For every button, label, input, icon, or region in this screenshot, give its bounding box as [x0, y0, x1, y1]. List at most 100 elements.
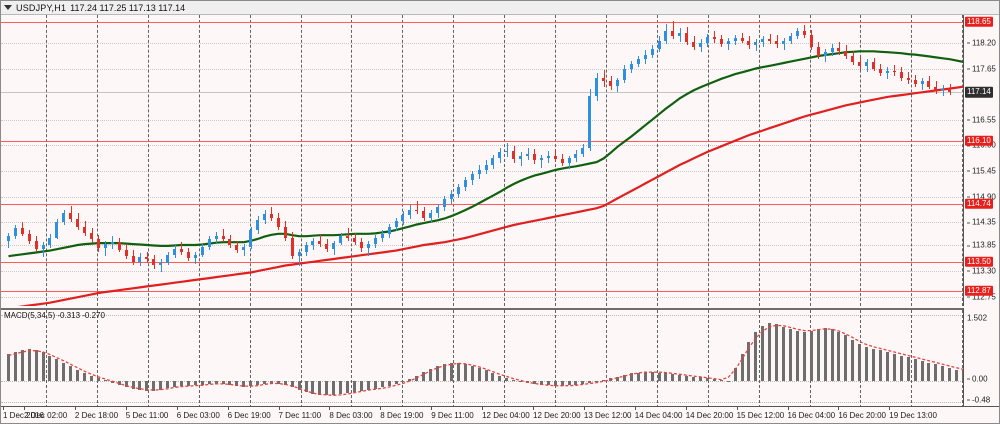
- macd-bar: [775, 324, 779, 381]
- time-gridline: [656, 310, 658, 408]
- candle-body: [927, 81, 931, 88]
- macd-bar: [602, 380, 606, 381]
- candle-body: [325, 244, 329, 249]
- macd-tick-label: 0.00: [972, 374, 988, 384]
- macd-bar: [719, 380, 723, 381]
- candle-body: [436, 206, 440, 213]
- candle-wick: [416, 201, 418, 215]
- chevron-down-icon[interactable]: [4, 5, 12, 10]
- macd-axis[interactable]: 1.502 0.00 -0.48: [963, 308, 999, 406]
- candle-body: [685, 32, 689, 42]
- time-tick-label: 6 Dec 19:00: [227, 411, 271, 420]
- candle-body: [588, 96, 592, 148]
- macd-pane[interactable]: MACD(5,34,5) -0.313 -0.270: [1, 308, 963, 408]
- time-axis-tick: 2 Dec 02:00: [24, 406, 67, 420]
- candle-body: [131, 256, 135, 262]
- macd-bar: [41, 352, 45, 381]
- time-axis[interactable]: 1 Dec 2016 2 Dec 02:00 2 Dec 18:00 5 Dec 11…: [1, 406, 999, 423]
- macd-bar: [920, 360, 924, 381]
- time-gridline: [656, 15, 658, 306]
- candle-body: [34, 240, 38, 249]
- macd-bar: [484, 370, 488, 381]
- price-chart-pane[interactable]: [1, 15, 963, 306]
- price-gridline: [1, 196, 963, 198]
- candle-body: [664, 31, 668, 41]
- macd-bar: [373, 380, 377, 389]
- macd-bar: [941, 366, 945, 381]
- time-axis-tick: 1 Dec 2016: [3, 406, 44, 420]
- candle-body: [830, 47, 834, 53]
- candle-body: [747, 40, 751, 46]
- time-tick-label: 19 Dec 13:00: [889, 411, 937, 420]
- candle-body: [346, 236, 350, 238]
- price-level-badge[interactable]: 112.87: [965, 285, 993, 297]
- candle-body: [705, 37, 709, 43]
- macd-bar: [456, 363, 460, 381]
- macd-bar: [844, 335, 848, 381]
- time-gridline: [962, 310, 963, 408]
- macd-bar: [795, 331, 799, 381]
- price-level-line: [1, 21, 963, 23]
- price-axis-tick: 117.65: [967, 64, 996, 73]
- time-gridline: [707, 310, 709, 408]
- price-level-badge[interactable]: 114.74: [965, 198, 993, 210]
- macd-bar: [574, 380, 578, 385]
- time-axis-tick: 5 Dec 11:00: [125, 406, 168, 420]
- macd-bar: [186, 380, 190, 386]
- macd-bar: [103, 380, 107, 382]
- time-axis-tick: 12 Dec 04:00: [482, 406, 530, 420]
- macd-bar: [353, 380, 356, 392]
- macd-bar: [207, 380, 211, 384]
- price-level-badge[interactable]: 113.50: [965, 256, 993, 267]
- candle-body: [726, 40, 730, 44]
- macd-bar: [678, 374, 682, 381]
- candle-wick: [555, 149, 557, 162]
- macd-bar: [463, 364, 467, 381]
- macd-bar: [69, 366, 73, 381]
- candle-body: [477, 169, 481, 175]
- macd-bar: [318, 380, 322, 395]
- candle-body: [761, 39, 765, 42]
- macd-bar: [512, 379, 516, 381]
- price-tick-label: 114.35: [972, 217, 996, 227]
- price-level-badge[interactable]: 117.14: [965, 87, 993, 98]
- macd-bar: [539, 380, 543, 385]
- time-tick-label: 14 Dec 20:00: [685, 411, 734, 420]
- macd-bar: [477, 367, 481, 381]
- price-axis-tick: 114.90: [967, 192, 996, 201]
- macd-bar: [346, 380, 350, 394]
- macd-bar: [131, 380, 135, 389]
- time-tick-label: 16 Dec 20:00: [838, 411, 886, 420]
- macd-bar: [595, 380, 599, 382]
- candle-body: [948, 88, 952, 93]
- macd-bar: [297, 380, 301, 390]
- candle-body: [387, 226, 391, 234]
- time-axis-tick: 7 Dec 11:00: [278, 406, 321, 420]
- time-axis-tick: 16 Dec 04:00: [787, 406, 835, 420]
- macd-bar: [809, 331, 813, 381]
- macd-bar: [699, 377, 703, 381]
- price-level-badge[interactable]: 116.10: [965, 135, 993, 146]
- price-gridline: [1, 222, 963, 224]
- macd-bar: [823, 328, 827, 381]
- candle-body: [913, 80, 917, 84]
- candle-body: [636, 59, 640, 64]
- macd-bar: [878, 350, 882, 381]
- price-level-badge[interactable]: 118.65: [965, 16, 993, 28]
- macd-bar: [359, 380, 363, 391]
- macd-bar: [837, 331, 841, 381]
- macd-bar: [789, 329, 793, 381]
- macd-bar: [422, 372, 426, 381]
- candle-body: [837, 47, 841, 52]
- candle-body: [609, 81, 613, 86]
- candle-body: [629, 63, 633, 69]
- macd-bar: [228, 380, 232, 385]
- macd-bar: [615, 376, 619, 381]
- macd-bar: [546, 380, 550, 386]
- price-axis[interactable]: 118.20117.65116.55116.00115.45114.90114.…: [963, 15, 999, 306]
- macd-bar: [269, 380, 273, 384]
- candle-body: [733, 38, 737, 41]
- macd-bar: [179, 380, 183, 387]
- macd-bar: [394, 380, 398, 385]
- macd-bar: [726, 380, 730, 382]
